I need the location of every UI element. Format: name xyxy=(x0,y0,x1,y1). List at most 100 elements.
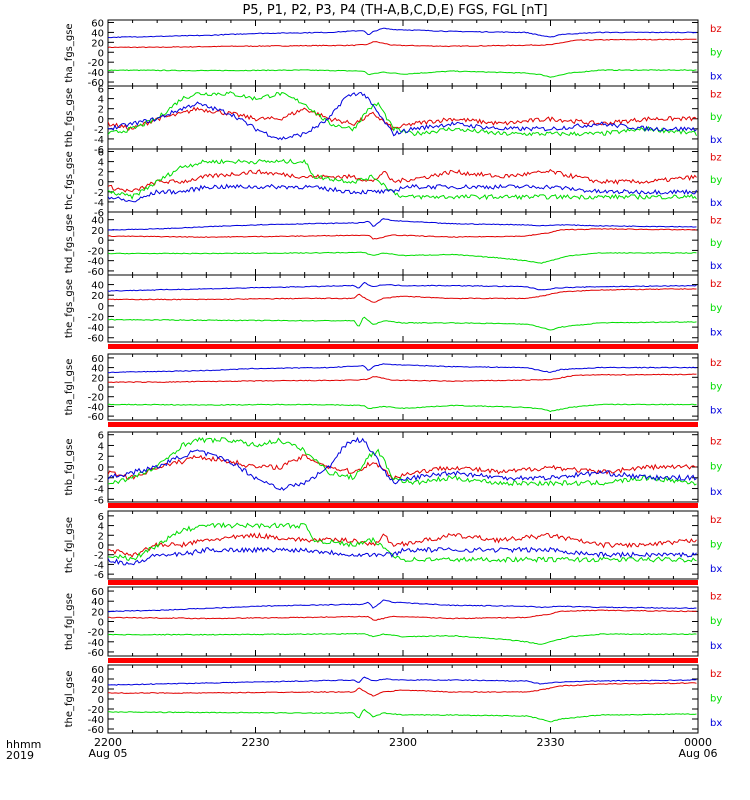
y-tick-label: -60 xyxy=(88,267,104,278)
series-bx-line xyxy=(108,218,697,231)
legend-bz: bz xyxy=(710,591,722,602)
legend-bz: bz xyxy=(710,24,722,35)
y-tick-label: -20 xyxy=(88,628,104,639)
y-tick-label: 0 xyxy=(98,178,104,189)
hhmm-label: hhmm xyxy=(6,738,41,751)
panel-frame xyxy=(107,586,699,657)
red-separator-bar xyxy=(108,503,698,508)
x-date-label: Aug 05 xyxy=(89,747,128,760)
y-tick-label: 40 xyxy=(91,675,104,686)
legend-by: by xyxy=(710,462,722,473)
panel-frame xyxy=(107,85,699,150)
y-tick-label: 6 xyxy=(98,431,104,442)
y-axis-label: thb_fgl_gse xyxy=(64,439,75,496)
series-bz-line xyxy=(108,38,697,49)
y-tick-label: 6 xyxy=(98,85,104,96)
y-tick-label: -6 xyxy=(94,570,104,581)
y-tick-label: -20 xyxy=(88,58,104,69)
y-tick-label: 20 xyxy=(91,38,104,49)
y-axis-label: thc_fgl_gse xyxy=(64,517,75,573)
series-bz-line xyxy=(108,228,697,240)
x-tick-label: 2200 xyxy=(94,736,122,749)
y-tick-label: 20 xyxy=(91,226,104,237)
y-tick-label: 40 xyxy=(91,28,104,39)
y-tick-label: -2 xyxy=(94,188,104,199)
legend-bz: bz xyxy=(710,279,722,290)
y-tick-label: 0 xyxy=(98,115,104,126)
series-bx-line xyxy=(108,27,697,39)
series-bx-line xyxy=(108,183,697,203)
x-tick-label: 2300 xyxy=(389,736,417,749)
y-tick-label: 0 xyxy=(98,302,104,313)
legend-bx: bx xyxy=(710,405,722,416)
legend-by: by xyxy=(710,112,722,123)
x-tick-label: 0000 xyxy=(684,736,712,749)
legend-by: by xyxy=(710,694,722,705)
series-by-line xyxy=(108,632,697,645)
legend-bz: bz xyxy=(710,358,722,369)
y-tick-label: 40 xyxy=(91,281,104,292)
y-tick-label: -40 xyxy=(88,257,104,268)
y-axis-label: the_fgl_gse xyxy=(64,671,75,728)
y-tick-label: 0 xyxy=(98,236,104,247)
legend-bz: bz xyxy=(710,669,722,680)
legend-by: by xyxy=(710,616,722,627)
y-tick-label: -6 xyxy=(94,495,104,506)
series-by-line xyxy=(108,158,697,201)
y-tick-label: -60 xyxy=(88,412,104,423)
series-bx-line xyxy=(108,676,697,686)
y-tick-label: 4 xyxy=(98,441,104,452)
y-axis-label: tha_fgl_gse xyxy=(64,359,75,416)
y-tick-label: -4 xyxy=(94,198,104,209)
series-bx-line xyxy=(108,363,697,374)
y-axis-label: thd_fgl_gse xyxy=(64,593,75,650)
legend-bx: bx xyxy=(710,641,722,652)
y-tick-label: 0 xyxy=(98,383,104,394)
y-tick-label: 6 xyxy=(98,148,104,159)
legend-bz: bz xyxy=(710,153,722,164)
y-tick-label: -40 xyxy=(88,68,104,79)
plot-title: P5, P1, P2, P3, P4 (TH-A,B,C,D,E) FGS, F… xyxy=(242,3,547,18)
y-tick-label: 20 xyxy=(91,685,104,696)
panel-frame xyxy=(107,353,699,421)
series-by-line xyxy=(108,403,697,413)
series-by-line xyxy=(108,316,697,331)
y-tick-label: -2 xyxy=(94,125,104,136)
y-tick-label: -40 xyxy=(88,638,104,649)
y-tick-label: 6 xyxy=(98,512,104,523)
y-axis-label: thc_fgs_gse xyxy=(64,151,75,210)
legend-bx: bx xyxy=(710,71,722,82)
series-bz-line xyxy=(108,682,697,697)
series-by-line xyxy=(108,69,697,78)
panel-frame xyxy=(107,431,699,503)
series-by-line xyxy=(108,91,697,137)
series-bz-line xyxy=(108,373,697,384)
y-tick-label: 4 xyxy=(98,95,104,106)
y-tick-label: 40 xyxy=(91,597,104,608)
series-bx-line xyxy=(108,599,697,613)
y-tick-label: -40 xyxy=(88,715,104,726)
y-tick-label: 2 xyxy=(98,105,104,116)
y-tick-label: -20 xyxy=(88,312,104,323)
series-bz-line xyxy=(108,532,697,558)
y-tick-label: -4 xyxy=(94,135,104,146)
legend-bz: bz xyxy=(710,515,722,526)
y-tick-label: -20 xyxy=(88,393,104,404)
y-tick-label: -20 xyxy=(88,246,104,257)
y-tick-label: -2 xyxy=(94,551,104,562)
series-bz-line xyxy=(108,454,697,481)
series-bz-line xyxy=(108,168,697,193)
panel-frame xyxy=(107,664,699,734)
y-tick-label: 2 xyxy=(98,531,104,542)
y-tick-label: -20 xyxy=(88,705,104,716)
